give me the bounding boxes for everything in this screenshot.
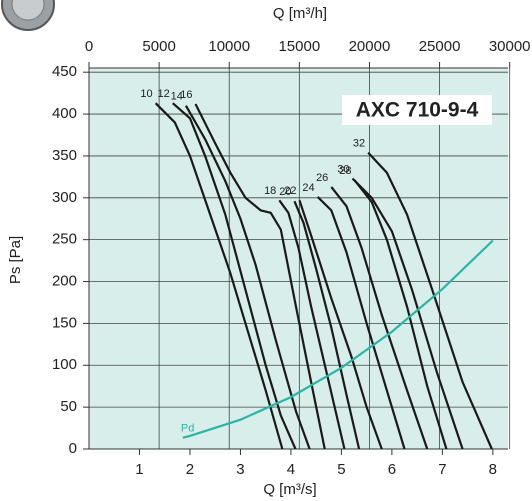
title-box xyxy=(342,95,492,125)
y-tick-label: 300 xyxy=(52,189,77,206)
series-line xyxy=(351,177,464,450)
series-line xyxy=(353,179,448,450)
x2-tick-label: 0 xyxy=(85,38,93,55)
y-tick-label: 200 xyxy=(52,272,77,289)
y-tick-label: 400 xyxy=(52,105,77,122)
x-tick-label: 2 xyxy=(186,461,194,478)
x-tick-label: 1 xyxy=(135,461,143,478)
series-label: 12 xyxy=(158,88,170,100)
series-label: 24 xyxy=(302,182,314,194)
series-label: 28 xyxy=(339,165,351,177)
series-line xyxy=(293,200,361,450)
x-tick-label: 8 xyxy=(489,461,497,478)
y-tick-label: 0 xyxy=(69,440,77,457)
x2-axis-title: Q [m³/h] xyxy=(273,5,327,22)
x2-tick-label: 10000 xyxy=(208,38,250,55)
series-label: 20 xyxy=(279,186,291,198)
series-line xyxy=(184,105,311,450)
series-line xyxy=(330,186,429,450)
series-label: 10 xyxy=(140,88,152,100)
series-label: 16 xyxy=(180,89,192,101)
y-axis-title: Ps [Pa] xyxy=(7,236,24,284)
chart-title: AXC 710-9-4 xyxy=(356,99,479,122)
series-line xyxy=(298,199,383,450)
x-tick-label: 5 xyxy=(337,461,345,478)
x-axis-title: Q [m³/s] xyxy=(263,481,316,498)
fan-image xyxy=(1,0,55,31)
y-tick-label: 450 xyxy=(52,63,77,80)
series-line xyxy=(367,151,493,450)
x-tick-label: 6 xyxy=(388,461,396,478)
series-label: 32 xyxy=(353,137,365,149)
series-line xyxy=(316,196,406,450)
x2-tick-label: 20000 xyxy=(349,38,391,55)
series-label: 30 xyxy=(337,163,349,175)
series-label: 26 xyxy=(316,172,328,184)
y-tick-label: 150 xyxy=(52,314,77,331)
series-label: 22 xyxy=(284,185,296,197)
series-line xyxy=(182,239,494,439)
series-line xyxy=(154,102,284,450)
y-tick-label: 100 xyxy=(52,356,77,373)
series-line xyxy=(278,199,346,450)
series-label: Pd xyxy=(181,423,194,435)
x-tick-label: 3 xyxy=(236,461,244,478)
series-line xyxy=(194,103,326,450)
x-tick-label: 4 xyxy=(287,461,295,478)
y-tick-label: 350 xyxy=(52,147,77,164)
series-label: 14 xyxy=(171,91,183,103)
x2-tick-label: 25000 xyxy=(419,38,461,55)
y-tick-label: 250 xyxy=(52,231,77,248)
series-line xyxy=(172,102,297,450)
x2-tick-label: 15000 xyxy=(278,38,320,55)
series-label: 18 xyxy=(264,185,276,197)
x2-tick-label: 30000 xyxy=(489,38,531,55)
x-tick-label: 7 xyxy=(438,461,446,478)
x2-tick-label: 5000 xyxy=(142,38,175,55)
y-tick-label: 50 xyxy=(60,398,77,415)
